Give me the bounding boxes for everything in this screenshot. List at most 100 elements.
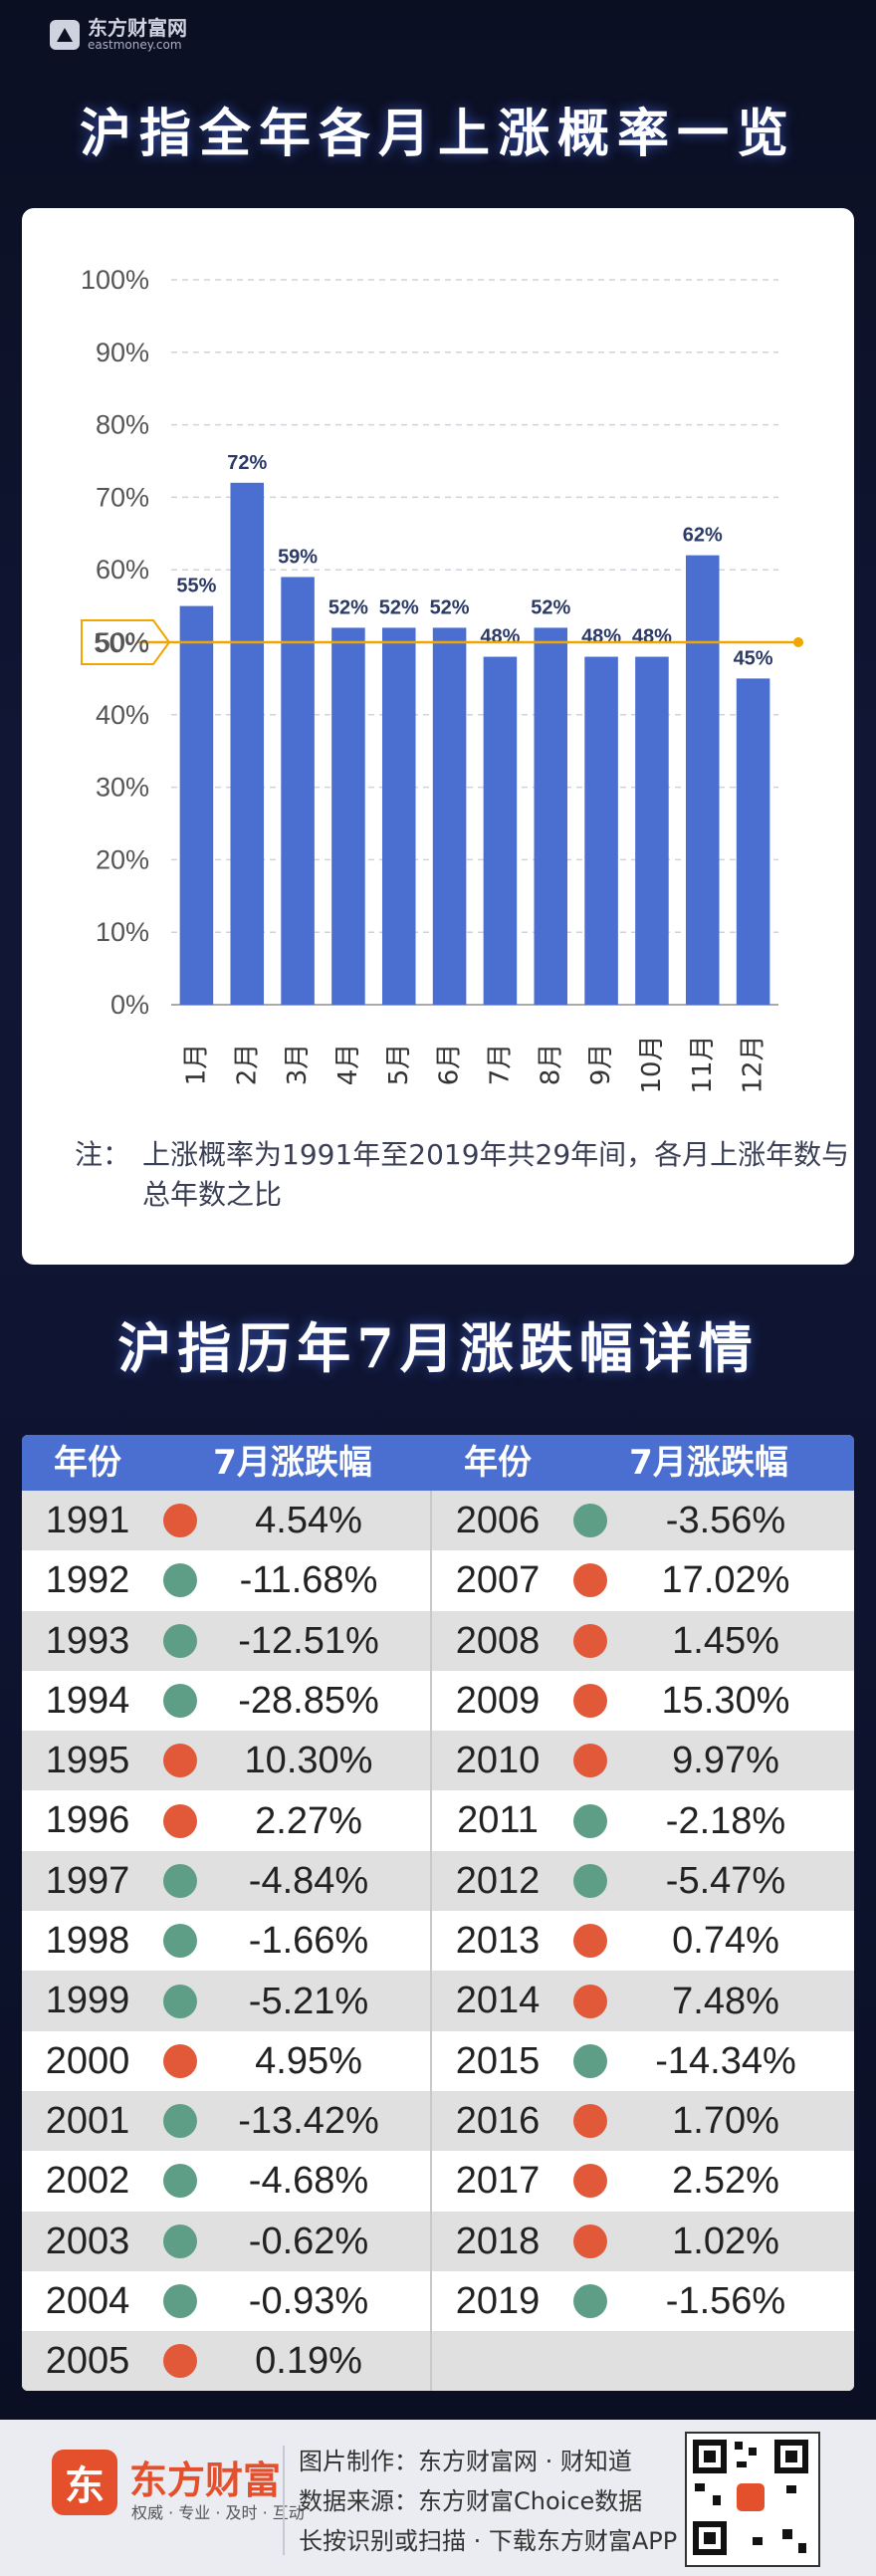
change-value: -28.85% bbox=[238, 1680, 379, 1723]
change-value: -0.93% bbox=[248, 2280, 369, 2322]
qr-code-icon[interactable] bbox=[685, 2432, 820, 2567]
change-value: 2.52% bbox=[672, 2160, 779, 2203]
bar-value-label: 48% bbox=[581, 626, 621, 648]
change-value: 1.02% bbox=[672, 2220, 779, 2262]
header-change-2: 7月涨跌幅 bbox=[629, 1443, 788, 1483]
change-cell: -4.68% bbox=[153, 2151, 432, 2212]
bar bbox=[534, 627, 568, 1005]
bar bbox=[432, 627, 467, 1005]
change-cell: 7.48% bbox=[563, 1971, 854, 2030]
change-cell: -2.18% bbox=[563, 1790, 854, 1850]
x-tick-label: 5月 bbox=[384, 1044, 414, 1086]
x-tick-label: 11月 bbox=[688, 1035, 718, 1093]
x-tick-label: 1月 bbox=[181, 1044, 211, 1086]
table-row: 1998 -1.66% 2013 0.74% bbox=[22, 1911, 854, 1972]
note-label: 注： bbox=[75, 1138, 131, 1171]
change-value: -3.56% bbox=[665, 1500, 786, 1542]
up-dot-icon bbox=[573, 1563, 607, 1598]
change-cell: 15.30% bbox=[563, 1671, 854, 1731]
change-value: -13.42% bbox=[238, 2100, 379, 2143]
change-cell: -14.34% bbox=[563, 2031, 854, 2091]
table-row: 2002 -4.68% 2017 2.52% bbox=[22, 2151, 854, 2212]
down-dot-icon bbox=[163, 2164, 197, 2199]
bar bbox=[281, 577, 315, 1005]
year-cell: 1991 bbox=[45, 1500, 130, 1541]
chart-card: 0% 10% 20% 30% 40% 50% 60% 70% 80% 90% 100% 55% 1月 72… bbox=[22, 208, 854, 1265]
up-dot-icon bbox=[573, 1744, 607, 1778]
up-dot-icon bbox=[573, 1924, 607, 1959]
change-value: -4.68% bbox=[248, 2160, 369, 2203]
y-tick-label: 20% bbox=[96, 844, 149, 874]
down-dot-icon bbox=[573, 2284, 607, 2318]
change-cell: -12.51% bbox=[153, 1610, 432, 1671]
y-tick-label: 90% bbox=[96, 338, 149, 367]
x-tick-label: 7月 bbox=[485, 1044, 515, 1086]
reference-line-end bbox=[793, 637, 803, 647]
change-value: 15.30% bbox=[661, 1680, 790, 1723]
table-row: 1993 -12.51% 2008 1.45% bbox=[22, 1610, 854, 1671]
change-cell: 2.27% bbox=[153, 1790, 432, 1851]
change-value: -5.47% bbox=[665, 1859, 786, 1902]
chart-title: 沪指全年各月上涨概率一览 bbox=[79, 104, 796, 164]
year-cell: 1996 bbox=[45, 1799, 130, 1842]
bar bbox=[483, 656, 518, 1005]
x-tick-label: 3月 bbox=[283, 1044, 313, 1086]
y-tick-label: 60% bbox=[96, 555, 149, 585]
y-tick-label: 10% bbox=[96, 917, 149, 947]
bar-value-label: 48% bbox=[480, 626, 520, 648]
x-tick-label: 4月 bbox=[333, 1044, 363, 1086]
change-cell: 2.52% bbox=[563, 2151, 854, 2211]
table-row: 2000 4.95% 2015 -14.34% bbox=[22, 2030, 854, 2091]
year-cell: 2005 bbox=[45, 2340, 130, 2383]
change-cell: 1.02% bbox=[563, 2212, 854, 2271]
bar-value-label: 72% bbox=[227, 452, 267, 474]
down-dot-icon bbox=[163, 2284, 197, 2318]
year-cell: 1992 bbox=[45, 1559, 130, 1602]
change-value: 4.54% bbox=[255, 1500, 362, 1542]
x-tick-label: 9月 bbox=[586, 1044, 616, 1086]
up-dot-icon bbox=[573, 1984, 607, 2018]
header-year-2: 年份 bbox=[464, 1443, 532, 1483]
change-value: 10.30% bbox=[244, 1740, 373, 1782]
down-dot-icon bbox=[573, 1803, 607, 1838]
bar-value-label: 52% bbox=[379, 596, 419, 618]
bar bbox=[635, 656, 669, 1005]
footer-source: 数据来源：东方财富Choice数据 bbox=[299, 2487, 643, 2515]
july-change-table: 年份 7月涨跌幅 年份 7月涨跌幅 1991 4.54% 2006 -3.56% 199… bbox=[22, 1435, 854, 2392]
year-cell: 2013 bbox=[455, 1920, 541, 1963]
bar-value-label: 62% bbox=[683, 525, 723, 547]
year-cell: 2006 bbox=[455, 1500, 541, 1541]
bar bbox=[331, 627, 365, 1005]
change-value: -11.68% bbox=[239, 1559, 378, 1602]
year-cell: 2019 bbox=[455, 2279, 541, 2322]
year-cell: 1997 bbox=[45, 1859, 130, 1902]
change-value: -1.56% bbox=[665, 2280, 786, 2322]
up-dot-icon bbox=[163, 1504, 197, 1538]
x-tick-label: 8月 bbox=[536, 1044, 565, 1086]
change-cell: 9.97% bbox=[563, 1731, 854, 1790]
change-cell: 0.74% bbox=[563, 1911, 854, 1971]
x-tick-label: 2月 bbox=[232, 1044, 262, 1086]
change-cell: -5.47% bbox=[563, 1851, 854, 1911]
change-cell: 17.02% bbox=[563, 1550, 854, 1610]
bar-value-label: 55% bbox=[176, 576, 216, 597]
brand-logo-icon bbox=[50, 20, 80, 50]
bar-value-label: 52% bbox=[430, 596, 470, 618]
bar-value-label: 45% bbox=[734, 647, 773, 669]
change-value: 7.48% bbox=[672, 1980, 779, 2022]
year-cell: 2007 bbox=[455, 1559, 541, 1602]
brand-logo: 东方财富网 eastmoney.com bbox=[50, 18, 187, 52]
footer: 东 东方财富 权威 · 专业 · 及时 · 互动 图片制作：东方财富网 · 财知… bbox=[0, 2420, 876, 2576]
down-dot-icon bbox=[573, 1863, 607, 1898]
reference-label-box bbox=[81, 619, 171, 665]
header-change-1: 7月涨跌幅 bbox=[213, 1443, 372, 1483]
up-dot-icon bbox=[163, 2344, 197, 2379]
year-cell: 1994 bbox=[45, 1679, 130, 1722]
up-dot-icon bbox=[573, 2104, 607, 2139]
year-cell: 2000 bbox=[45, 2039, 130, 2082]
change-cell: -0.62% bbox=[153, 2211, 432, 2271]
brand-url: eastmoney.com bbox=[88, 38, 182, 52]
header-year-1: 年份 bbox=[54, 1443, 121, 1483]
year-cell: 2015 bbox=[455, 2039, 541, 2082]
down-dot-icon bbox=[163, 1984, 197, 2018]
